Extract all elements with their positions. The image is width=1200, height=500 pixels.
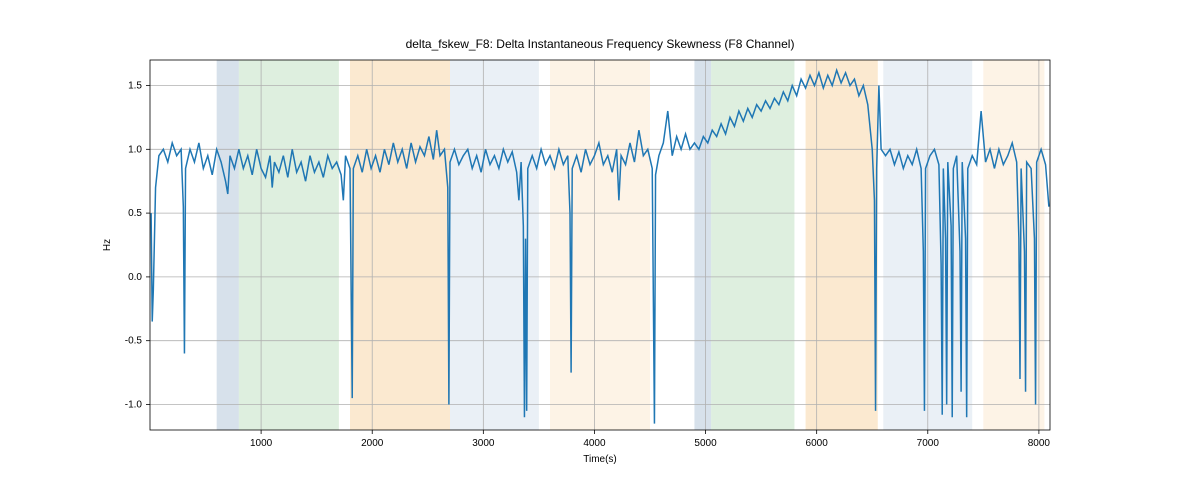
chart-container: 1000 2000 3000 4000 5000 6000 7000 8000 -1.0 -0.5… xyxy=(0,0,1200,500)
band-1 xyxy=(239,60,339,430)
band-0 xyxy=(217,60,239,430)
band-5 xyxy=(694,60,711,430)
xtick-label: 6000 xyxy=(806,438,829,449)
xtick-label: 8000 xyxy=(1028,438,1051,449)
band-2 xyxy=(350,60,450,430)
ytick-label: 0.5 xyxy=(128,208,142,219)
xtick-label: 4000 xyxy=(583,438,606,449)
band-4 xyxy=(550,60,650,430)
ytick-label: 1.0 xyxy=(128,144,142,155)
x-axis-label: Time(s) xyxy=(583,454,617,465)
chart-svg: 1000 2000 3000 4000 5000 6000 7000 8000 -1.0 -0.5… xyxy=(0,0,1200,500)
y-axis-label: Hz xyxy=(102,239,113,251)
xtick-label: 2000 xyxy=(361,438,384,449)
xtick-label: 5000 xyxy=(694,438,717,449)
xtick-label: 3000 xyxy=(472,438,495,449)
xtick-label: 7000 xyxy=(917,438,940,449)
ytick-label: -0.5 xyxy=(125,336,143,347)
xtick-label: 1000 xyxy=(250,438,273,449)
chart-title: delta_fskew_F8: Delta Instantaneous Freq… xyxy=(406,37,795,51)
ytick-label: 1.5 xyxy=(128,81,142,92)
ytick-label: 0.0 xyxy=(128,272,142,283)
ytick-label: -1.0 xyxy=(125,399,143,410)
